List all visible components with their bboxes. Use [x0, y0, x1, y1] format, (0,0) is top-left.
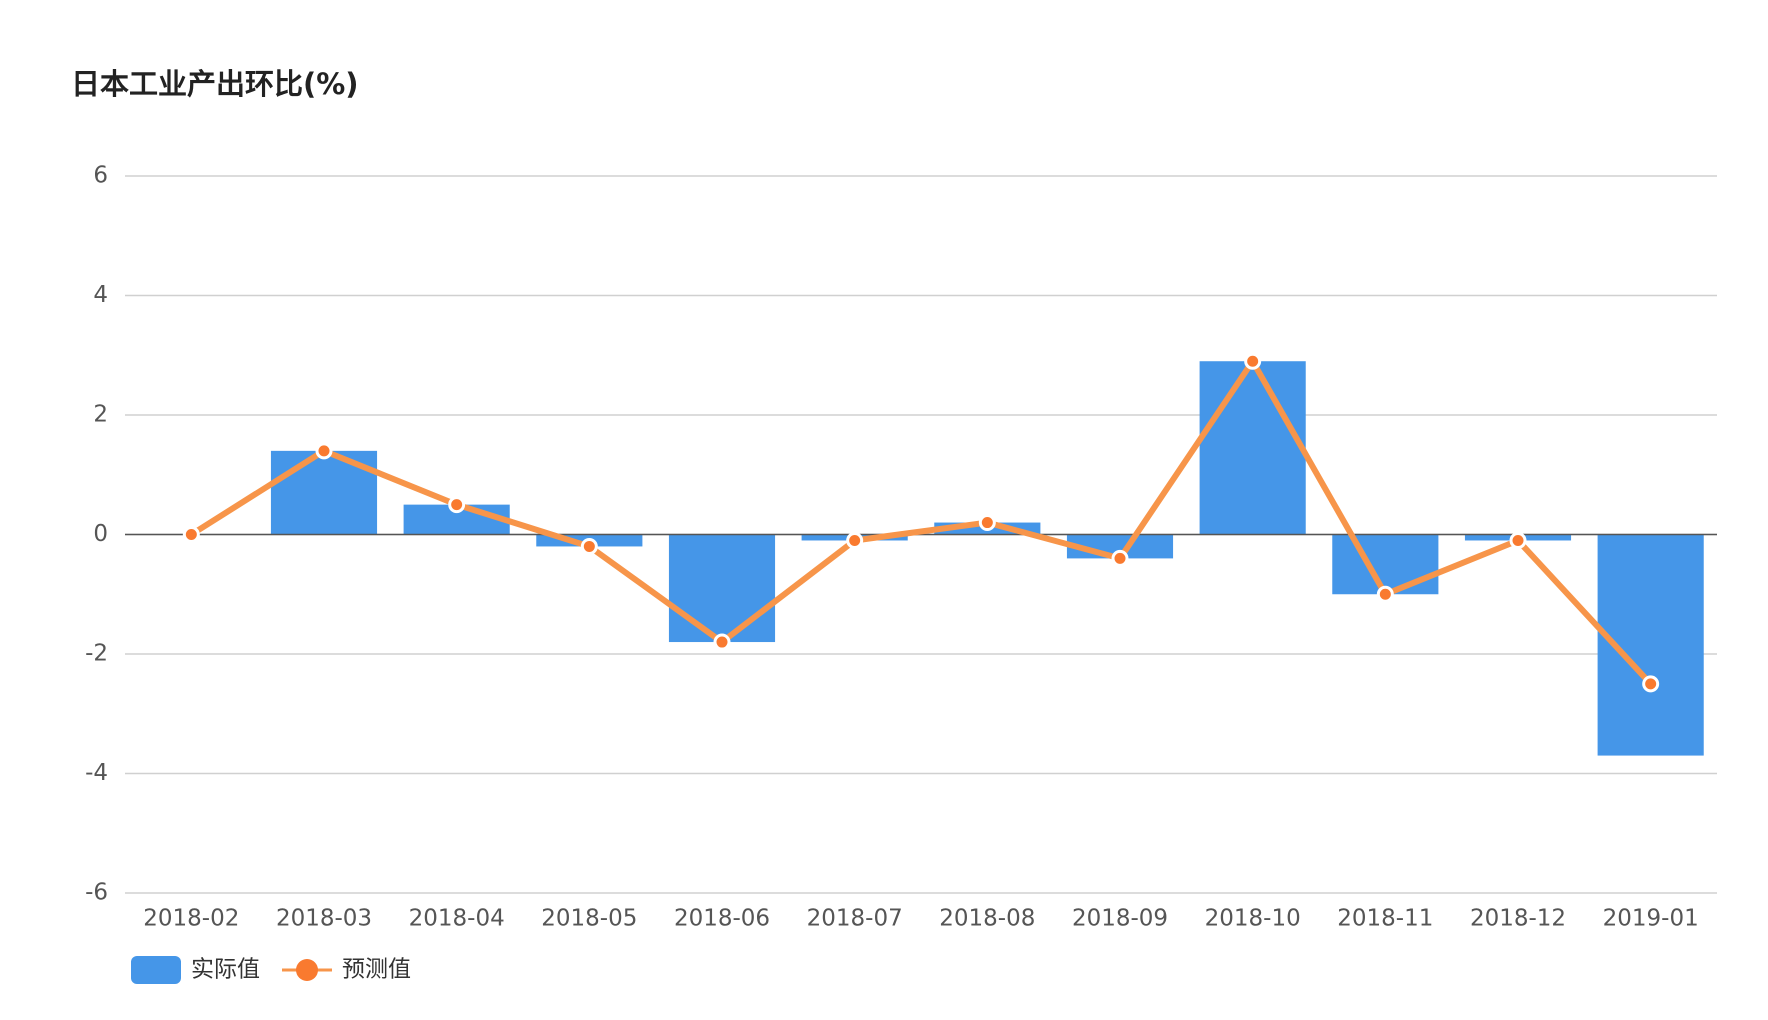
chart-title: 日本工业产出环比(%) — [71, 67, 359, 101]
legend-swatch — [296, 959, 318, 981]
x-tick-label: 2018-06 — [674, 906, 770, 932]
bar — [668, 534, 776, 643]
marker — [978, 514, 996, 532]
marker — [1111, 549, 1129, 567]
x-tick-label: 2019-01 — [1603, 906, 1699, 932]
x-tick-label: 2018-02 — [143, 906, 239, 932]
marker — [315, 442, 333, 460]
y-tick-label: -4 — [85, 760, 108, 786]
marker — [448, 496, 466, 514]
x-tick-label: 2018-10 — [1205, 906, 1301, 932]
marker — [1642, 675, 1660, 693]
x-tick-label: 2018-07 — [807, 906, 903, 932]
marker — [1244, 352, 1262, 370]
y-tick-label: -2 — [85, 641, 108, 667]
marker — [1509, 531, 1527, 549]
marker — [713, 633, 731, 651]
marker — [1376, 585, 1394, 603]
x-tick-label: 2018-04 — [409, 906, 505, 932]
marker — [580, 537, 598, 555]
x-tick-label: 2018-08 — [939, 906, 1035, 932]
x-tick-label: 2018-11 — [1337, 906, 1433, 932]
x-tick-label: 2018-12 — [1470, 906, 1566, 932]
legend-label: 预测值 — [342, 957, 411, 983]
legend-swatch — [131, 956, 181, 984]
y-tick-label: 4 — [93, 282, 108, 308]
x-tick-label: 2018-09 — [1072, 906, 1168, 932]
y-tick-label: 6 — [93, 163, 108, 189]
marker — [182, 526, 200, 543]
bar — [1199, 361, 1306, 535]
bar — [1332, 534, 1439, 595]
y-tick-label: -6 — [85, 880, 108, 906]
x-tick-label: 2018-05 — [541, 906, 637, 932]
y-tick-label: 2 — [93, 402, 108, 428]
legend-label: 实际值 — [191, 957, 260, 983]
marker — [846, 531, 864, 549]
line — [189, 358, 1653, 686]
y-tick-label: 0 — [93, 521, 108, 547]
x-tick-label: 2018-03 — [276, 906, 372, 932]
